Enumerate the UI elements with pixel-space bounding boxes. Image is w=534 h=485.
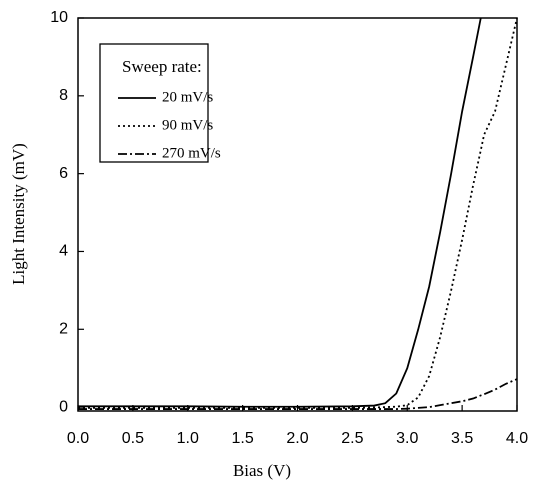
x-axis-label: Bias (V) (233, 461, 291, 480)
x-tick-label: 1.0 (177, 430, 199, 447)
y-tick-label: 10 (50, 9, 68, 26)
legend-title: Sweep rate: (122, 57, 202, 76)
x-tick-label: 0.0 (67, 430, 89, 447)
y-axis-label: Light Intensity (mV) (9, 143, 28, 285)
series-line (78, 378, 518, 410)
x-tick-label: 3.0 (396, 430, 418, 447)
y-tick-label: 0 (59, 398, 68, 415)
series-line (78, 17, 482, 408)
x-tick-label: 4.0 (506, 430, 528, 447)
x-tick-label: 3.5 (451, 430, 473, 447)
legend-label: 270 mV/s (162, 145, 221, 161)
x-tick-label: 1.5 (232, 430, 254, 447)
legend-label: 20 mV/s (162, 89, 213, 105)
y-tick-label: 6 (59, 165, 68, 182)
y-tick-label: 2 (59, 321, 68, 338)
y-tick-label: 8 (59, 87, 68, 104)
x-tick-label: 2.0 (286, 430, 308, 447)
y-tick-label: 4 (59, 243, 68, 260)
legend-label: 90 mV/s (162, 117, 213, 133)
x-tick-label: 2.5 (341, 430, 363, 447)
legend-box (99, 43, 209, 163)
x-tick-label: 0.5 (122, 430, 144, 447)
